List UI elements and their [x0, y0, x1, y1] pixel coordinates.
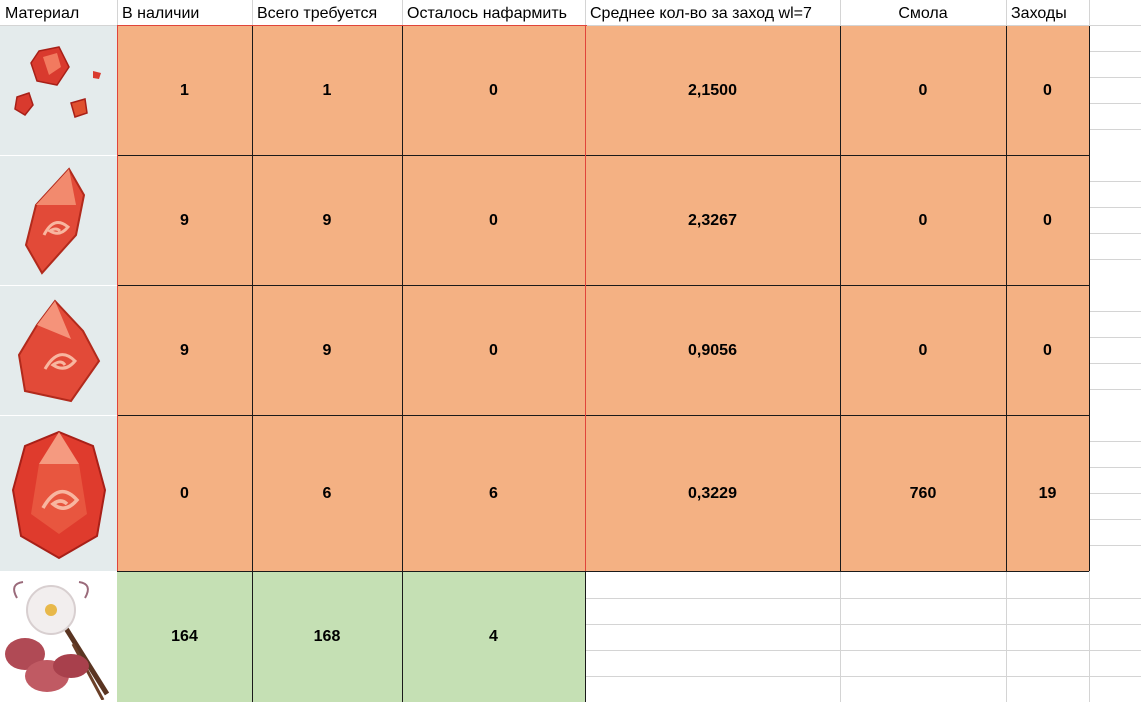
flower-specialty-icon — [4, 581, 109, 700]
grid-line — [1090, 441, 1141, 442]
grid-line — [1090, 51, 1141, 52]
sliver-gem-icon — [13, 45, 101, 118]
material-cell-5 — [0, 572, 117, 702]
grid-line — [1090, 103, 1141, 104]
grid-line — [1090, 363, 1141, 364]
header-remaining[interactable]: Осталось нафармить — [407, 5, 567, 22]
row4-in-stock[interactable]: 0 — [180, 484, 189, 502]
col-border — [1089, 26, 1090, 571]
grid-line — [402, 0, 403, 25]
row4-avg[interactable]: 0,3229 — [688, 484, 737, 502]
grid-line — [1090, 467, 1141, 468]
material-cell-2 — [0, 156, 117, 285]
header-resin[interactable]: Смола — [898, 5, 948, 22]
header-total-required[interactable]: Всего требуется — [257, 5, 378, 22]
header-runs[interactable]: Заходы — [1011, 5, 1067, 22]
row1-remaining[interactable]: 0 — [489, 81, 498, 99]
col-border — [840, 26, 841, 571]
grid-line — [1090, 545, 1141, 546]
grid-line — [252, 0, 253, 25]
row2-remaining[interactable]: 0 — [489, 211, 498, 229]
row2-runs[interactable]: 0 — [1043, 211, 1052, 229]
grid-line — [1006, 572, 1007, 702]
red-row-border — [117, 25, 587, 26]
material-cell-3 — [0, 286, 117, 415]
grid-line — [586, 676, 1141, 677]
grid-line — [1090, 129, 1141, 130]
red-col-border — [585, 26, 586, 571]
flower-in-stock[interactable]: 164 — [117, 572, 252, 702]
row-border — [117, 285, 1089, 286]
row3-total[interactable]: 9 — [322, 341, 332, 359]
row3-resin[interactable]: 0 — [918, 341, 928, 359]
header-in-stock[interactable]: В наличии — [122, 5, 200, 22]
row4-remaining[interactable]: 6 — [489, 484, 498, 502]
row4-total[interactable]: 6 — [322, 484, 332, 502]
row1-resin[interactable]: 0 — [918, 81, 928, 99]
chunk-gem-icon — [17, 298, 100, 402]
red-col-border — [117, 26, 118, 571]
grid-line — [840, 0, 841, 25]
grid-line — [1090, 181, 1141, 182]
row1-runs[interactable]: 0 — [1043, 81, 1052, 99]
grid-line — [117, 0, 118, 25]
grid-line — [1090, 389, 1141, 390]
row-border — [117, 571, 1089, 572]
row1-avg[interactable]: 2,1500 — [688, 81, 737, 99]
header-avg-per-run[interactable]: Среднее кол-во за заход wl=7 — [590, 5, 812, 22]
grid-line — [586, 598, 1141, 599]
grid-line — [1090, 311, 1141, 312]
grid-line — [1090, 519, 1141, 520]
grid-line — [585, 0, 586, 25]
col-border — [1006, 26, 1007, 571]
row3-runs[interactable]: 0 — [1043, 341, 1052, 359]
row1-in-stock[interactable]: 1 — [180, 81, 189, 99]
material-cell-4 — [0, 416, 117, 571]
row2-avg[interactable]: 2,3267 — [688, 211, 737, 229]
grid-line — [1090, 259, 1141, 260]
flower-total[interactable]: 168 — [252, 572, 402, 702]
grid-line — [1090, 207, 1141, 208]
row2-resin[interactable]: 0 — [918, 211, 928, 229]
col-border — [252, 26, 253, 702]
header-material[interactable]: Материал — [5, 5, 80, 22]
row2-in-stock[interactable]: 9 — [180, 211, 189, 229]
row2-total[interactable]: 9 — [322, 211, 332, 229]
row-border — [117, 155, 1089, 156]
grid-line — [1006, 0, 1007, 25]
grid-line — [840, 572, 841, 702]
material-cell-1 — [0, 26, 117, 155]
row4-runs[interactable]: 19 — [1038, 484, 1057, 502]
flower-remaining[interactable]: 4 — [402, 572, 585, 702]
grid-line — [1090, 233, 1141, 234]
grid-line — [1090, 337, 1141, 338]
row1-total[interactable]: 1 — [322, 81, 332, 99]
fragment-gem-icon — [24, 166, 85, 275]
row3-avg[interactable]: 0,9056 — [688, 341, 737, 359]
row3-remaining[interactable]: 0 — [489, 341, 498, 359]
col-border — [585, 572, 586, 702]
grid-line — [1090, 77, 1141, 78]
col-border — [402, 26, 403, 702]
row-border — [117, 415, 1089, 416]
grid-line — [586, 650, 1141, 651]
grid-line — [586, 624, 1141, 625]
orange-block — [117, 26, 1089, 571]
row4-resin[interactable]: 760 — [909, 484, 937, 502]
grid-line — [1090, 493, 1141, 494]
row3-in-stock[interactable]: 9 — [180, 341, 189, 359]
gemstone-icon — [11, 430, 106, 559]
